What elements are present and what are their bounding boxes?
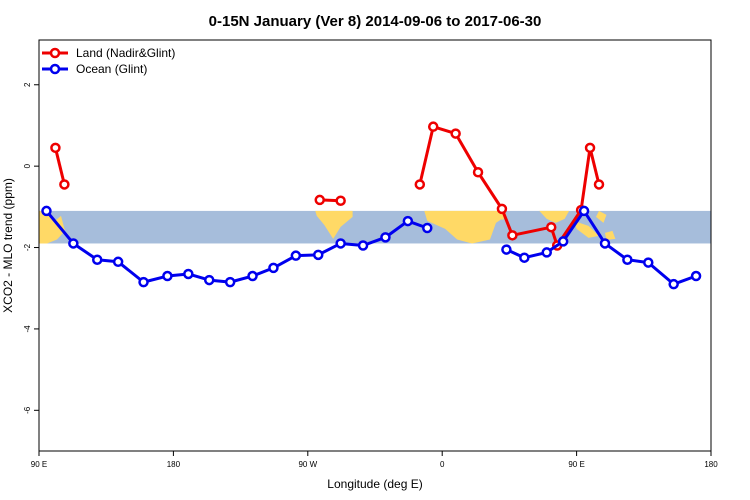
series-1-point-0-14: [357, 240, 369, 251]
series-1-point-1-8: [668, 278, 679, 290]
y-tick-label-0: 2: [23, 82, 32, 87]
series-1-point-0-5: [162, 270, 173, 282]
series-0-point-2-1: [427, 121, 439, 132]
land-mass-4: [539, 210, 570, 223]
legend-ocean-marker: [49, 63, 61, 75]
land-mass-7: [604, 230, 616, 240]
series-1-point-1-9: [690, 270, 702, 282]
series-1-point-1-1: [519, 252, 530, 263]
series-1-point-0-2: [91, 254, 103, 265]
series-1-point-0-16: [402, 215, 414, 227]
series-1-line-1: [505, 209, 697, 286]
series-1-point-1-3: [557, 236, 569, 247]
series-0: [50, 121, 605, 251]
series-1-point-0-15: [380, 232, 391, 243]
series-0-point-2-2: [450, 128, 461, 139]
legend-item-ocean: Ocean (Glint): [42, 62, 147, 76]
series-1-point-0-13: [335, 238, 346, 249]
series-1: [41, 205, 702, 290]
y-axis-label: XCO2 - MLO trend (ppm): [1, 178, 15, 313]
series-1-point-0-12: [313, 249, 324, 261]
series-0-point-2-0: [414, 179, 426, 190]
series-1-point-1-7: [643, 257, 654, 268]
legend-land-label: Land (Nadir&Glint): [76, 46, 175, 60]
series-1-point-0-17: [422, 222, 433, 234]
legend-item-land: Land (Nadir&Glint): [42, 46, 175, 60]
series-0-point-2-9: [584, 142, 596, 154]
series-1-point-1-6: [622, 254, 633, 265]
x-axis: 90 E 180 90 W 0 90 E 180: [31, 451, 718, 469]
land-mass-5: [573, 220, 599, 238]
series-0-point-2-6: [545, 221, 557, 233]
x-tick-label-2: 90 W: [298, 460, 317, 469]
series-1-point-1-4: [578, 205, 590, 217]
series-1-point-0-10: [268, 262, 279, 274]
series-0-line-0: [53, 147, 66, 185]
series-1-point-1-2: [541, 247, 552, 258]
legend-ocean-label: Ocean (Glint): [76, 62, 147, 76]
y-tick-label-4: -6: [23, 406, 32, 414]
series-1-point-0-1: [68, 238, 79, 249]
series-1-point-0-7: [203, 274, 215, 286]
series-0-point-0-0: [50, 142, 61, 154]
series-1-point-1-0: [501, 244, 512, 255]
series-1-point-0-3: [112, 256, 124, 268]
x-axis-label: Longitude (deg E): [327, 477, 422, 491]
series-1-point-0-11: [290, 250, 302, 261]
x-tick-label-4: 90 E: [568, 460, 584, 469]
y-tick-label-1: 0: [23, 163, 32, 168]
plot-frame: [38, 39, 712, 452]
series-1-point-0-9: [247, 270, 258, 282]
chart-title: 0-15N January (Ver 8) 2014-09-06 to 2017…: [209, 13, 542, 30]
y-tick-label-2: -2: [23, 243, 32, 251]
land-mass-6: [596, 210, 607, 223]
series-0-point-0-1: [59, 179, 70, 190]
legend-land-marker: [49, 47, 61, 59]
series-0-point-2-3: [472, 167, 484, 178]
series-0-point-2-10: [593, 179, 605, 190]
series-1-point-0-6: [183, 268, 194, 280]
latitude-band-map: [39, 210, 711, 244]
series-lines: [41, 121, 702, 290]
land-mass-1: [315, 210, 353, 239]
x-tick-label-5: 180: [704, 460, 718, 469]
series-1-point-0-4: [138, 276, 149, 288]
series-0-point-2-5: [507, 230, 518, 241]
x-tick-label-1: 180: [167, 460, 181, 469]
series-1-point-0-8: [224, 276, 236, 288]
land-mass-0: [39, 210, 65, 244]
series-0-point-1-0: [314, 194, 325, 206]
series-1-point-0-0: [41, 205, 52, 217]
y-axis: 2 0 -2 -4 -6: [23, 82, 39, 414]
land-mass-2: [424, 210, 507, 244]
series-0-point-2-4: [496, 203, 508, 215]
x-tick-label-0: 90 E: [31, 460, 47, 469]
legend: Land (Nadir&Glint) Ocean (Glint): [42, 46, 175, 76]
series-1-point-1-5: [599, 238, 611, 249]
series-0-point-1-1: [335, 195, 346, 206]
y-tick-label-3: -4: [23, 325, 32, 333]
x-tick-label-3: 0: [440, 460, 445, 469]
